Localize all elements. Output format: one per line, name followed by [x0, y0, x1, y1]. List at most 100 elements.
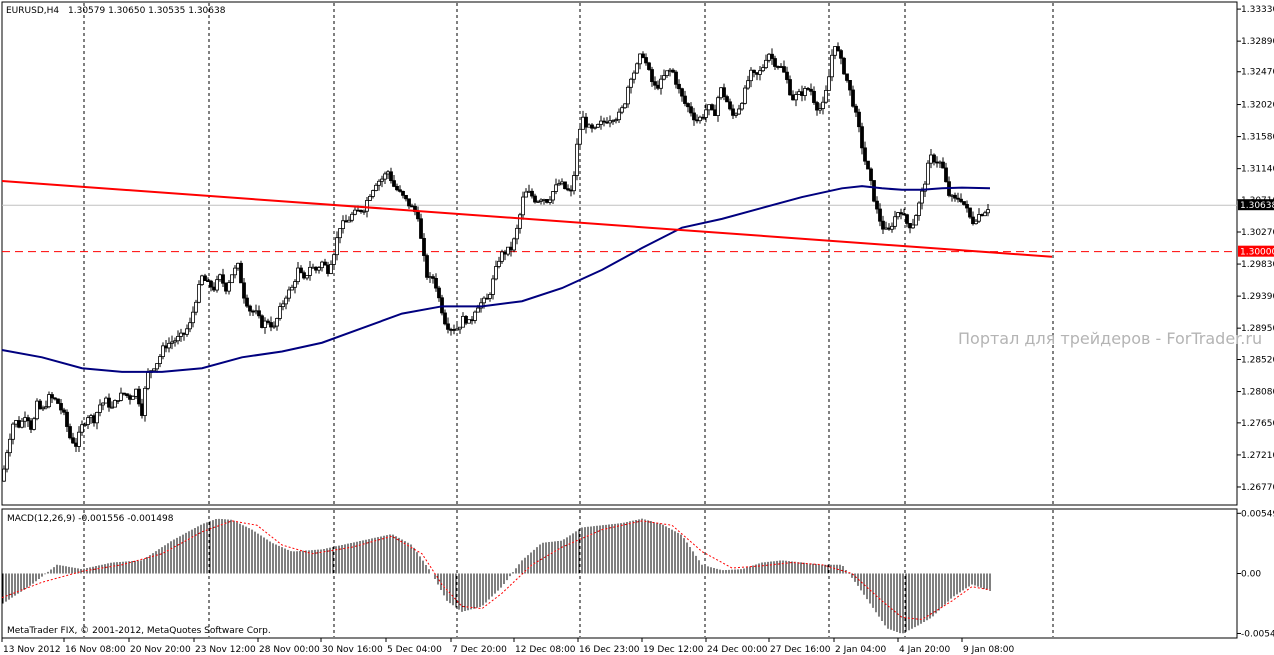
candle-body [722, 87, 726, 97]
candle-body [476, 307, 480, 313]
candle-body [911, 224, 915, 229]
candle-body [890, 225, 894, 230]
candle-body [542, 199, 546, 201]
price-tick-label: 1.30270 [1241, 228, 1274, 238]
candle-body [815, 102, 819, 111]
candle-body [314, 266, 318, 271]
candle-body [806, 88, 810, 90]
candle-body [320, 261, 324, 269]
candle-body [740, 102, 744, 110]
candle-body [962, 201, 966, 205]
trendline[interactable] [1, 180, 1053, 258]
candle-body [656, 84, 660, 89]
candle-body [518, 214, 522, 229]
candle-body [551, 191, 555, 201]
candle-body [626, 86, 630, 105]
candle-body [707, 104, 711, 111]
price-tick-label: 1.28080 [1241, 388, 1274, 398]
time-tick-label: 23 Nov 12:00 [195, 645, 256, 655]
candle-body [608, 120, 612, 124]
candle-body [350, 213, 354, 221]
candle-body [710, 104, 714, 111]
candle-body [98, 404, 102, 413]
candle-body [215, 279, 219, 291]
candle-body [746, 80, 750, 89]
candle-body [563, 181, 567, 190]
candle-body [623, 103, 627, 109]
candle-body [647, 62, 651, 70]
macd-tick-label: 0.00 [1241, 570, 1261, 580]
candle-body [17, 420, 21, 428]
time-tick-label: 16 Dec 23:00 [579, 645, 640, 655]
candle-body [689, 106, 693, 114]
candle-body [242, 282, 246, 299]
candle-body [281, 303, 285, 307]
candle-body [209, 280, 213, 288]
candle-body [71, 437, 75, 444]
candle-body [221, 274, 225, 284]
candle-body [116, 400, 120, 402]
candle-body [893, 216, 897, 227]
candle-body [104, 397, 108, 404]
candle-body [743, 87, 747, 104]
price-tick-label: 1.27210 [1241, 451, 1274, 461]
candle-body [368, 195, 372, 201]
candle-body [851, 89, 855, 107]
candle-body [503, 251, 507, 255]
candle-body [797, 91, 801, 95]
candle-body [152, 368, 156, 372]
candle-body [110, 406, 114, 409]
candle-body [866, 160, 870, 170]
candle-body [701, 116, 705, 119]
candle-body [827, 76, 831, 91]
candle-body [860, 126, 864, 149]
candle-body [341, 220, 345, 230]
candle-body [734, 113, 738, 116]
candle-body [818, 108, 822, 111]
price-pane[interactable]: EURUSD,H4 1.30579 1.30650 1.30535 1.3063… [1, 1, 1274, 506]
candle-body [398, 189, 402, 192]
candle-body [47, 394, 51, 408]
candle-body [716, 97, 720, 116]
candle-body [578, 128, 582, 145]
macd-tick-label: 0.00549 [1241, 509, 1274, 519]
candle-body [971, 216, 975, 225]
candle-body [284, 297, 288, 305]
candle-body [275, 318, 279, 327]
candle-body [8, 438, 12, 454]
candle-body [269, 322, 273, 328]
candle-body [599, 120, 603, 125]
candle-body [464, 315, 468, 324]
candle-body [650, 69, 654, 83]
candle-body [92, 415, 96, 424]
chart-ohlc: 1.30579 1.30650 1.30535 1.30638 [68, 6, 226, 16]
candle-body [323, 261, 327, 266]
candle-body [821, 101, 825, 109]
candle-body [191, 311, 195, 324]
candle-body [302, 272, 306, 279]
candle-body [848, 80, 852, 91]
candle-body [884, 227, 888, 230]
candle-body [35, 400, 39, 420]
candle-body [89, 415, 93, 419]
candle-body [752, 69, 756, 74]
candle-body [443, 312, 447, 325]
candle-body [227, 282, 231, 292]
candle-body [446, 323, 450, 330]
moving-average-line [1, 185, 991, 373]
candle-body [557, 183, 561, 186]
candle-body [272, 325, 276, 328]
candle-body [395, 186, 399, 191]
candle-body [50, 394, 54, 399]
candle-body [539, 199, 543, 202]
candle-body [527, 190, 531, 193]
candle-body [452, 328, 456, 331]
macd-pane[interactable]: MACD(12,26,9) -0.001556 -0.001498 MetaTr… [1, 508, 1274, 639]
candle-body [590, 124, 594, 129]
candle-body [356, 209, 360, 212]
candle-body [311, 266, 315, 269]
candle-body [101, 402, 105, 406]
candle-body [671, 69, 675, 73]
candle-body [755, 72, 759, 75]
